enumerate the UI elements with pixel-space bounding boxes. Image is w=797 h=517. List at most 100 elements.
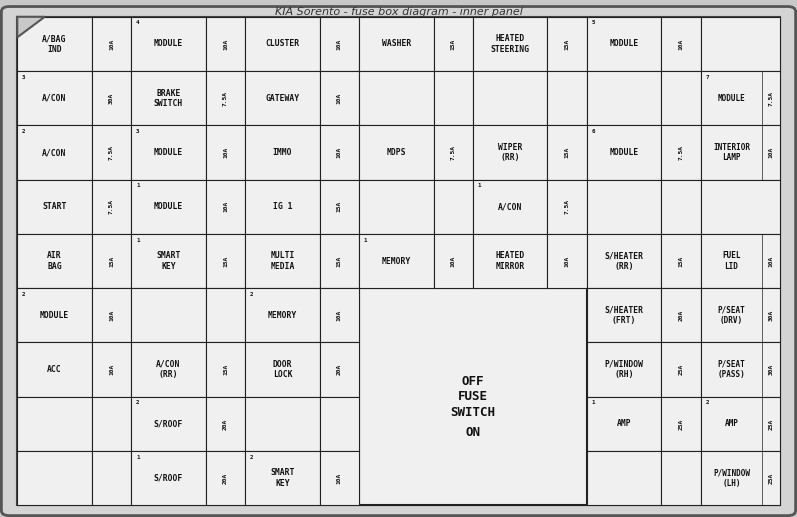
Text: 2: 2: [22, 129, 26, 134]
FancyBboxPatch shape: [132, 234, 206, 288]
Text: A/CON: A/CON: [42, 94, 67, 103]
FancyBboxPatch shape: [320, 397, 359, 451]
Text: MEMORY: MEMORY: [382, 256, 411, 266]
Text: SMART
KEY: SMART KEY: [270, 468, 295, 488]
FancyBboxPatch shape: [206, 126, 245, 179]
FancyBboxPatch shape: [587, 397, 662, 451]
FancyBboxPatch shape: [548, 17, 587, 71]
Text: 10A: 10A: [337, 147, 342, 158]
Text: 2: 2: [250, 292, 253, 297]
Text: 1: 1: [136, 454, 139, 460]
FancyBboxPatch shape: [662, 451, 701, 505]
FancyBboxPatch shape: [132, 179, 206, 234]
Text: MODULE: MODULE: [40, 311, 69, 320]
Text: MODULE: MODULE: [154, 148, 183, 157]
Text: 15A: 15A: [109, 255, 114, 267]
FancyBboxPatch shape: [548, 126, 587, 179]
FancyBboxPatch shape: [245, 397, 320, 451]
FancyBboxPatch shape: [132, 288, 206, 342]
Text: MODULE: MODULE: [717, 94, 745, 103]
FancyBboxPatch shape: [359, 179, 434, 234]
FancyBboxPatch shape: [92, 451, 132, 505]
FancyBboxPatch shape: [320, 451, 359, 505]
FancyBboxPatch shape: [18, 126, 92, 179]
Text: AMP: AMP: [724, 419, 739, 429]
Text: 7: 7: [705, 74, 709, 80]
FancyBboxPatch shape: [587, 234, 662, 288]
Text: MULTI
MEDIA: MULTI MEDIA: [270, 251, 295, 271]
Text: ACC: ACC: [47, 365, 62, 374]
Text: 25A: 25A: [768, 418, 774, 430]
Text: P/SEAT
(PASS): P/SEAT (PASS): [717, 360, 745, 379]
FancyBboxPatch shape: [701, 17, 779, 71]
Text: 10A: 10A: [451, 255, 456, 267]
FancyBboxPatch shape: [18, 397, 92, 451]
Text: 7.5A: 7.5A: [109, 199, 114, 214]
FancyBboxPatch shape: [434, 17, 473, 71]
FancyBboxPatch shape: [132, 451, 206, 505]
FancyBboxPatch shape: [245, 342, 320, 397]
FancyBboxPatch shape: [587, 288, 662, 342]
FancyBboxPatch shape: [18, 17, 779, 505]
FancyBboxPatch shape: [548, 234, 587, 288]
Text: MEMORY: MEMORY: [268, 311, 297, 320]
FancyBboxPatch shape: [434, 179, 473, 234]
Text: 2: 2: [136, 400, 139, 405]
Text: ON: ON: [465, 426, 481, 439]
FancyBboxPatch shape: [206, 179, 245, 234]
Text: IG 1: IG 1: [273, 202, 292, 211]
FancyBboxPatch shape: [206, 288, 245, 342]
FancyBboxPatch shape: [701, 288, 779, 342]
Text: 1: 1: [363, 237, 367, 242]
Text: P/WINDOW
(RH): P/WINDOW (RH): [605, 360, 644, 379]
FancyBboxPatch shape: [245, 451, 320, 505]
Text: 20A: 20A: [337, 364, 342, 375]
FancyBboxPatch shape: [245, 71, 320, 126]
Text: 15A: 15A: [565, 38, 570, 50]
FancyBboxPatch shape: [92, 342, 132, 397]
Text: 7.5A: 7.5A: [678, 145, 684, 160]
FancyBboxPatch shape: [92, 288, 132, 342]
FancyBboxPatch shape: [18, 451, 92, 505]
FancyBboxPatch shape: [245, 234, 320, 288]
Text: 10A: 10A: [678, 38, 684, 50]
Text: 10A: 10A: [337, 473, 342, 484]
FancyBboxPatch shape: [359, 126, 434, 179]
FancyBboxPatch shape: [473, 179, 548, 234]
FancyBboxPatch shape: [662, 126, 701, 179]
FancyBboxPatch shape: [320, 71, 359, 126]
Text: 30A: 30A: [768, 364, 774, 375]
FancyBboxPatch shape: [359, 234, 434, 288]
FancyBboxPatch shape: [206, 71, 245, 126]
FancyBboxPatch shape: [701, 126, 779, 179]
FancyBboxPatch shape: [320, 179, 359, 234]
Text: HEATED
MIRROR: HEATED MIRROR: [496, 251, 525, 271]
FancyBboxPatch shape: [359, 288, 587, 505]
FancyBboxPatch shape: [92, 71, 132, 126]
FancyBboxPatch shape: [92, 126, 132, 179]
Text: KIA Sorento - fuse box diagram - inner panel: KIA Sorento - fuse box diagram - inner p…: [274, 7, 523, 17]
FancyBboxPatch shape: [587, 17, 662, 71]
FancyBboxPatch shape: [359, 71, 434, 126]
Text: 10A: 10A: [223, 201, 228, 212]
Text: 20A: 20A: [678, 310, 684, 321]
Text: CLUSTER: CLUSTER: [265, 39, 300, 49]
FancyBboxPatch shape: [662, 288, 701, 342]
FancyBboxPatch shape: [206, 451, 245, 505]
Text: S/ROOF: S/ROOF: [154, 419, 183, 429]
Text: P/WINDOW
(LH): P/WINDOW (LH): [713, 468, 750, 488]
Text: 7.5A: 7.5A: [768, 91, 774, 106]
FancyBboxPatch shape: [473, 71, 548, 126]
Text: 25A: 25A: [678, 364, 684, 375]
FancyBboxPatch shape: [18, 179, 92, 234]
Text: 15A: 15A: [451, 38, 456, 50]
FancyBboxPatch shape: [206, 397, 245, 451]
FancyBboxPatch shape: [320, 288, 359, 342]
FancyBboxPatch shape: [132, 17, 206, 71]
FancyBboxPatch shape: [206, 234, 245, 288]
FancyBboxPatch shape: [320, 17, 359, 71]
Text: 3: 3: [22, 74, 26, 80]
Text: MDPS: MDPS: [387, 148, 406, 157]
Text: SWITCH: SWITCH: [450, 406, 496, 419]
FancyBboxPatch shape: [548, 179, 587, 234]
